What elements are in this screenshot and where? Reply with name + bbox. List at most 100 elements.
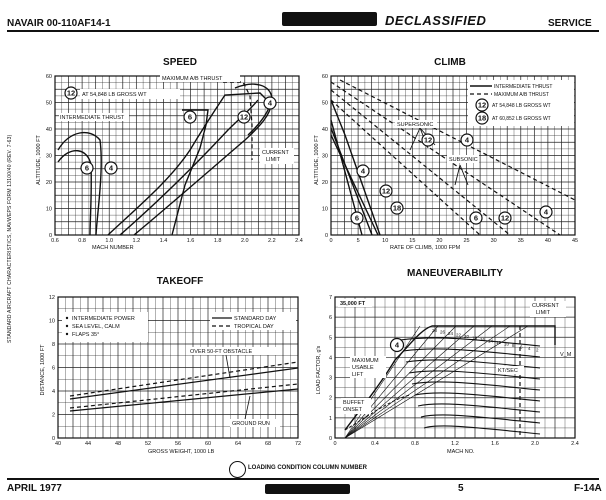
climb-ylabel: ALTITUDE, 1000 FT — [314, 135, 320, 185]
takeoff-ytick: 10 — [49, 319, 55, 325]
maneuver-turn-rate-label: 4 — [528, 346, 531, 351]
speed-circle-4-label: 4 — [268, 99, 273, 108]
classification-stamp: DECLASSIFIED — [385, 13, 487, 28]
takeoff-obstacle-leader — [225, 354, 231, 379]
takeoff-ytick: 8 — [52, 342, 55, 348]
speed-circle-6-left — [80, 161, 94, 175]
speed-circle-6-left-label: 6 — [85, 164, 89, 173]
maneuver-kt-bg — [496, 366, 524, 374]
maneuver-ps-curve — [423, 425, 541, 435]
maneuver-xtick: 0.8 — [411, 441, 419, 447]
speed-limit-bg — [260, 148, 294, 164]
maneuver-xtick: 2.0 — [531, 441, 539, 447]
takeoff-note-0: INTERMEDIATE POWER — [72, 316, 135, 322]
maneuver-label-limit: LIMIT — [536, 310, 551, 316]
takeoff-ground-tropical — [69, 383, 299, 409]
climb-circle-12-b-label: 12 — [501, 214, 509, 223]
climb-xtick: 0 — [329, 238, 332, 244]
climb-xtick: 35 — [518, 238, 524, 244]
speed-title: SPEED — [163, 57, 197, 68]
takeoff-ytick: 2 — [52, 413, 55, 419]
maneuver-xtick: 2.4 — [571, 441, 579, 447]
climb-legend-circle-18 — [475, 111, 489, 125]
climb-xtick: 15 — [409, 238, 415, 244]
speed-ytick: 30 — [46, 154, 52, 160]
maneuver-title: MANEUVERABILITY — [406, 268, 504, 279]
speed-curve-ab-1 — [107, 92, 271, 236]
maneuver-ylabel: LOAD FACTOR, g's — [316, 345, 322, 394]
climb-ab-2 — [330, 99, 481, 236]
speed-xtick: 2.2 — [268, 238, 276, 244]
speed-ytick: 0 — [49, 233, 52, 239]
climb-ytick: 10 — [322, 207, 328, 213]
takeoff-ytick: 0 — [52, 436, 55, 442]
maneuver-label-usable: USABLE — [352, 365, 374, 371]
speed-curve-ab-3 — [133, 101, 273, 236]
speed-curve-ab-2 — [119, 99, 259, 236]
takeoff-legend-bg — [210, 312, 296, 330]
maneuver-turn-rate-label: 12 — [496, 340, 502, 345]
maneuver-turn-rate-label: 14 — [488, 339, 494, 344]
maneuver-turn-rate-label: 28 — [432, 328, 438, 333]
speed-circle-4-left — [104, 161, 118, 175]
takeoff-xlabel: GROSS WEIGHT, 1000 LB — [148, 449, 215, 455]
footer-legend-text: LOADING CONDITION COLUMN NUMBER — [248, 465, 367, 471]
climb-circle-6-b — [469, 211, 483, 225]
maneuver-turn-rate-label: 6 — [520, 345, 523, 350]
speed-label-limit: LIMIT — [266, 157, 281, 163]
takeoff-note-bullet — [65, 316, 69, 320]
climb-circle-4-a — [356, 164, 370, 178]
speed-circle-12-label: 12 — [240, 113, 248, 122]
climb-grid — [330, 75, 576, 236]
takeoff-xtick: 64 — [235, 441, 241, 447]
loading-condition-circle-icon — [229, 461, 246, 478]
climb-xtick: 30 — [491, 238, 497, 244]
climb-legend-wt12: AT 54,848 LB GROSS WT — [492, 103, 551, 109]
doc-id: NAVAIR 00-110AF14-1 — [7, 18, 111, 29]
maneuver-radial-line — [344, 325, 439, 439]
takeoff-note-1: SEA LEVEL, CALM — [72, 324, 120, 330]
climb-legend-intermediate: INTERMEDIATE THRUST — [494, 84, 552, 90]
climb-ytick: 30 — [322, 154, 328, 160]
takeoff-ytick: 6 — [52, 366, 55, 372]
maneuver-buffet-bg — [341, 398, 371, 414]
takeoff-xtick: 48 — [115, 441, 121, 447]
speed-xtick: 0.6 — [51, 238, 59, 244]
speed-circle-6-label: 6 — [188, 113, 192, 122]
speed-circle-12-legend-label: 12 — [67, 89, 75, 98]
climb-ytick: 40 — [322, 127, 328, 133]
climb-int-4 — [330, 99, 381, 236]
maneuver-xtick: 1.6 — [491, 441, 499, 447]
climb-ab-1 — [330, 89, 511, 236]
speed-maxab-bg — [160, 74, 240, 82]
speed-ytick: 60 — [46, 74, 52, 80]
climb-circle-6-a-label: 6 — [355, 214, 359, 223]
speed-circle-12 — [237, 110, 251, 124]
climb-circle-6-b-label: 6 — [474, 214, 478, 223]
footer-redaction-bar — [265, 484, 350, 494]
climb-xtick: 5 — [357, 238, 360, 244]
maneuver-ytick: 6 — [329, 315, 332, 321]
maneuver-ytick: 1 — [329, 416, 332, 422]
maneuver-alt-bg — [338, 299, 372, 307]
speed-xtick: 1.0 — [105, 238, 113, 244]
speed-curve-6 — [171, 109, 209, 236]
speed-label-intermediate: INTERMEDIATE THRUST — [60, 115, 125, 121]
maneuver-circle-4 — [389, 337, 405, 353]
footer-model: F-14A — [574, 483, 602, 494]
takeoff-xtick: 72 — [295, 441, 301, 447]
redaction-bar — [282, 12, 377, 26]
maneuver-circle-4-label: 4 — [395, 341, 400, 350]
climb-xtick: 40 — [545, 238, 551, 244]
speed-limit-dash — [223, 81, 253, 160]
maneuver-ytick: 5 — [329, 335, 332, 341]
takeoff-note-bullet — [65, 332, 69, 336]
speed-ytick: 20 — [46, 180, 52, 186]
takeoff-ylabel: DISTANCE, 1000 FT — [40, 344, 46, 396]
speed-circle-4-left-label: 4 — [109, 164, 114, 173]
maneuver-radial-line — [344, 325, 475, 439]
speed-xtick: 0.8 — [78, 238, 86, 244]
maneuver-ps-curve — [420, 414, 541, 424]
maneuver-ps-curve — [414, 392, 541, 402]
maneuver-xtick: 1.2 — [451, 441, 459, 447]
